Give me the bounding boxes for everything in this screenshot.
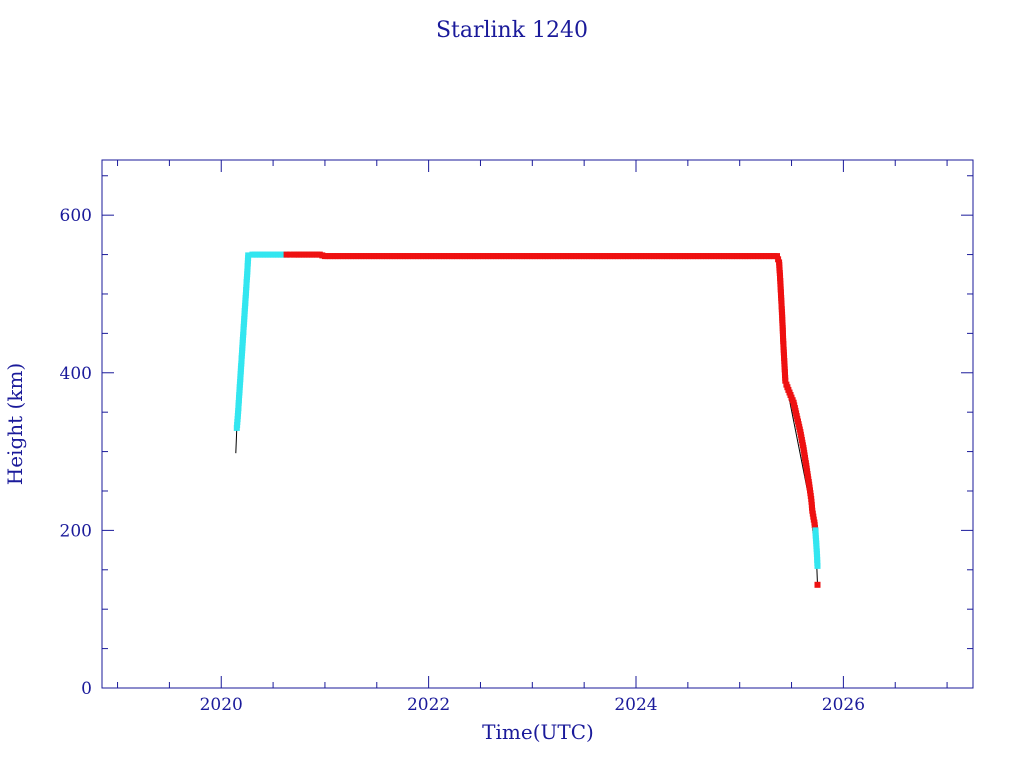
data-point-cyan: [814, 562, 821, 569]
x-axis-label: Time(UTC): [482, 720, 594, 744]
x-tick-label: 2024: [614, 695, 657, 715]
y-tick-label: 400: [60, 364, 92, 384]
y-tick-label: 600: [60, 206, 92, 226]
y-axis-label: Height (km): [3, 363, 27, 485]
y-tick-label: 0: [81, 679, 92, 699]
plot-frame: [101, 159, 974, 689]
trajectory-line: [235, 254, 818, 585]
data-points: [233, 251, 821, 588]
data-point-red: [283, 251, 290, 258]
data-point-cyan: [280, 251, 287, 258]
x-axis: 2020 2022 2024 2026: [117, 160, 948, 715]
chart-title: Starlink 1240: [436, 18, 588, 43]
data-point-red: [775, 256, 782, 263]
data-point-red: [782, 377, 789, 384]
x-tick-label: 2022: [407, 695, 450, 715]
data-point-red: [287, 251, 294, 258]
data-point-red: [774, 253, 780, 260]
data-point-red: [814, 581, 821, 588]
x-tick-label: 2026: [822, 695, 865, 715]
x-tick-label: 2020: [200, 695, 243, 715]
y-axis: 0 200 400 600: [60, 175, 973, 699]
data-point-cyan: [245, 252, 252, 259]
y-tick-label: 200: [60, 521, 92, 541]
